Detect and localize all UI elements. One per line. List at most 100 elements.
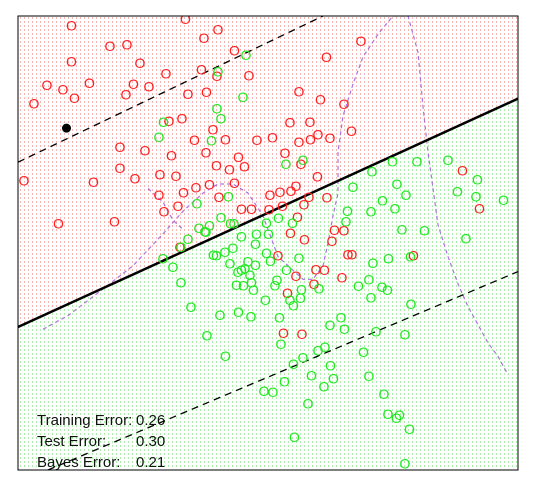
- green-point: O: [220, 244, 231, 260]
- red-point: O: [322, 190, 333, 206]
- red-point: O: [229, 175, 240, 191]
- red-point: O: [327, 233, 338, 249]
- green-point: O: [406, 296, 417, 312]
- red-point: O: [69, 90, 80, 106]
- red-point: O: [122, 37, 133, 53]
- green-point: O: [366, 204, 377, 220]
- red-point: O: [277, 198, 288, 214]
- red-point: O: [319, 262, 330, 278]
- red-point: O: [53, 215, 64, 231]
- green-point: O: [377, 279, 388, 295]
- green-point: O: [261, 215, 272, 231]
- red-point: O: [19, 172, 30, 188]
- green-point: O: [183, 231, 194, 247]
- red-point: O: [294, 83, 305, 99]
- green-point: O: [387, 153, 398, 169]
- bayes-boundary-curve: [147, 188, 184, 230]
- red-point: O: [84, 75, 95, 91]
- green-point: O: [154, 129, 165, 145]
- red-point: O: [115, 139, 126, 155]
- green-point: O: [192, 196, 203, 212]
- green-point: O: [228, 240, 239, 256]
- green-point: O: [461, 230, 472, 246]
- red-point: O: [144, 78, 155, 94]
- red-point: O: [239, 159, 250, 175]
- red-point: O: [155, 166, 166, 182]
- green-point: O: [243, 254, 254, 270]
- green-point: O: [303, 396, 314, 412]
- red-point: O: [356, 33, 367, 49]
- green-point: O: [176, 274, 187, 290]
- green-point: O: [306, 368, 317, 384]
- green-point: O: [325, 358, 336, 374]
- red-point: O: [29, 96, 40, 112]
- green-point: O: [281, 262, 292, 278]
- green-point: O: [404, 421, 415, 437]
- green-point: O: [320, 339, 331, 355]
- green-point: O: [259, 383, 270, 399]
- green-point: O: [339, 321, 350, 337]
- red-point: O: [264, 201, 275, 217]
- red-point: O: [121, 87, 132, 103]
- green-point: O: [248, 282, 259, 298]
- red-point: O: [280, 145, 291, 161]
- red-point: O: [220, 131, 231, 147]
- green-point: O: [412, 153, 423, 169]
- red-region-dots: [20, 17, 517, 327]
- red-point: O: [233, 149, 244, 165]
- red-point: O: [166, 147, 177, 163]
- green-point: O: [274, 309, 285, 325]
- green-point: O: [246, 274, 257, 290]
- green-point: O: [261, 245, 272, 261]
- green-point: O: [238, 89, 249, 105]
- green-point: O: [368, 255, 379, 271]
- red-point: O: [180, 11, 191, 27]
- red-point: O: [171, 168, 182, 184]
- green-point: O: [325, 317, 336, 333]
- red-point: O: [296, 156, 307, 172]
- margin-line: [47, 271, 518, 470]
- green-point: O: [236, 262, 247, 278]
- green-point: O: [319, 378, 330, 394]
- red-point: O: [164, 113, 175, 129]
- red-point: O: [278, 325, 289, 341]
- red-point: O: [408, 248, 419, 264]
- bayes-error-label: Bayes Error:: [37, 454, 120, 471]
- green-point: O: [472, 171, 483, 187]
- green-point: O: [206, 132, 217, 148]
- green-point: O: [366, 289, 377, 305]
- training-error-value: 0.26: [136, 412, 165, 429]
- test-error-label: Test Error:: [37, 433, 106, 450]
- green-point: O: [208, 247, 219, 263]
- red-point: O: [130, 171, 141, 187]
- red-point: O: [291, 178, 302, 194]
- green-point: O: [390, 200, 401, 216]
- green-point: O: [263, 226, 274, 242]
- green-point: O: [241, 47, 252, 63]
- green-point: O: [328, 370, 339, 386]
- red-point: O: [159, 204, 170, 220]
- green-point: O: [216, 111, 227, 127]
- red-point: O: [88, 174, 99, 190]
- green-point: O: [401, 187, 412, 203]
- red-point: O: [347, 246, 358, 262]
- green-point: O: [225, 215, 236, 231]
- green-point: O: [233, 304, 244, 320]
- test-error-value: 0.30: [136, 433, 165, 450]
- green-point: O: [215, 307, 226, 323]
- green-point: O: [392, 176, 403, 192]
- green-point: O: [371, 324, 382, 340]
- red-point: O: [339, 222, 350, 238]
- green-point: O: [364, 368, 375, 384]
- green-point: O: [158, 114, 169, 130]
- green-point: O: [289, 429, 300, 445]
- green-point: O: [265, 253, 276, 269]
- error-legend: Training Error: 0.26 Test Error: 0.30 Ba…: [37, 412, 165, 471]
- green-point: O: [285, 292, 296, 308]
- green-point: O: [236, 229, 247, 245]
- red-point: O: [309, 276, 320, 292]
- bayes-boundary-curve: [42, 16, 509, 375]
- green-point: O: [233, 264, 244, 280]
- green-point: O: [405, 249, 416, 265]
